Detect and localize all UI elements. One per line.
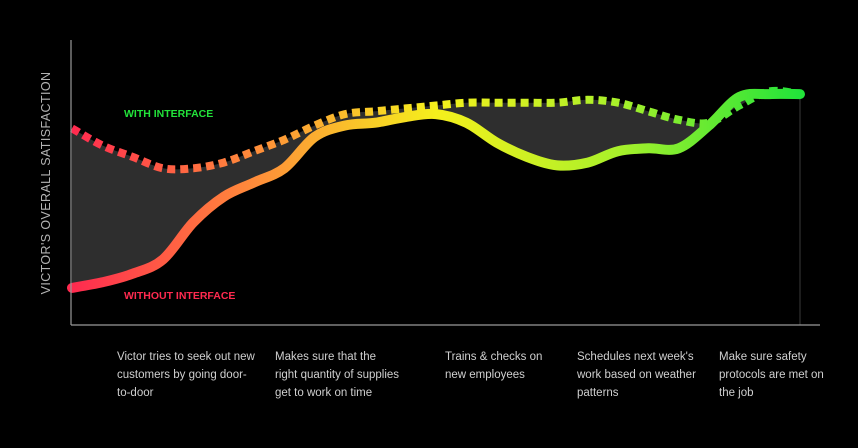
- step-label-5: Make sure safety protocols are met on th…: [719, 351, 824, 399]
- with-interface-line: [70, 86, 801, 174]
- step-label-1: Victor tries to seek out new customers b…: [117, 351, 255, 399]
- step-label-3: Trains & checks on new employees: [445, 351, 543, 381]
- without-interface-line: [67, 88, 805, 293]
- without-interface-label: WITHOUT INTERFACE: [124, 290, 235, 302]
- gap-area: [72, 90, 800, 288]
- y-axis-label: VICTOR'S OVERALL SATISFACTION: [39, 71, 53, 295]
- step-label-2: Makes sure that the right quantity of su…: [275, 351, 400, 399]
- step-label-4: Schedules next week's work based on weat…: [577, 351, 696, 399]
- with-interface-label: WITH INTERFACE: [124, 108, 213, 120]
